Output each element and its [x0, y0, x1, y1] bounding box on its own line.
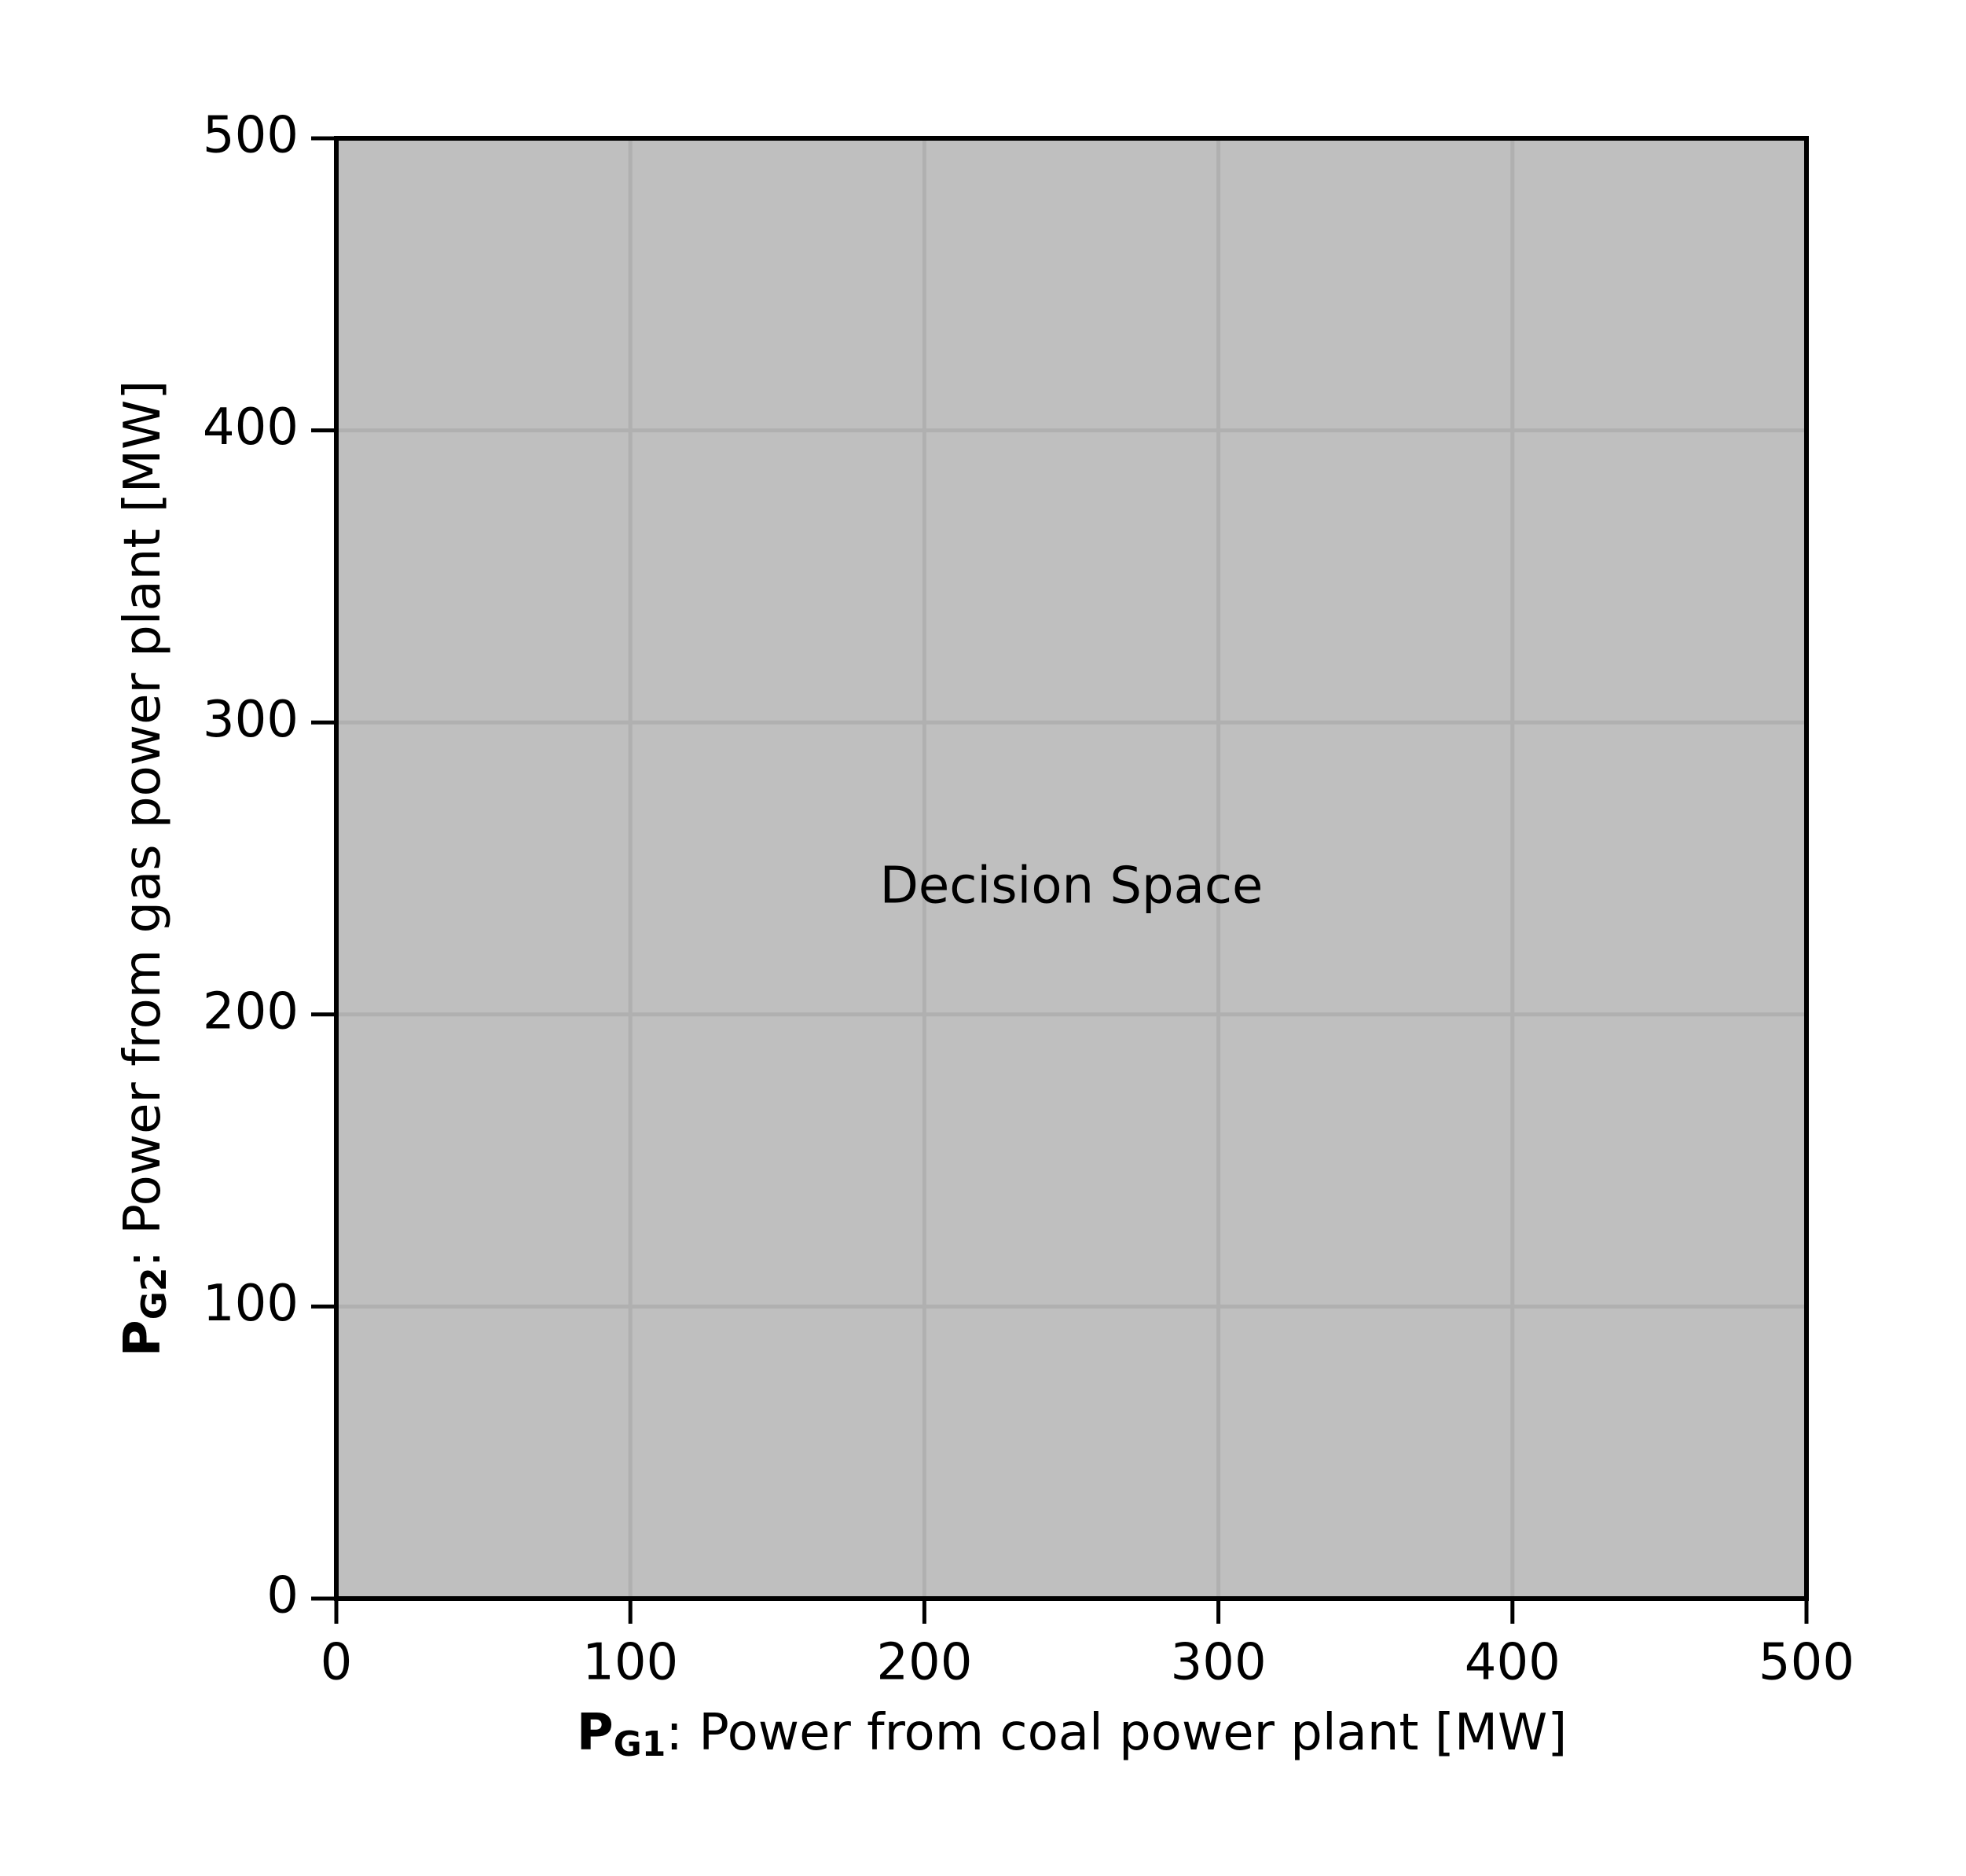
y-label-symbol: P	[114, 1320, 172, 1357]
x-axis-label: PG1: Power from coal power plant [MW]	[577, 1704, 1568, 1764]
y-label-subscript: G2	[134, 1268, 174, 1320]
y-tick-label: 300	[203, 691, 299, 749]
annotation: Decision Space	[880, 857, 1264, 916]
y-tick-label: 500	[203, 107, 299, 165]
y-tick-label: 200	[203, 982, 299, 1041]
x-label-symbol: P	[577, 1704, 614, 1762]
plot-frame	[334, 136, 1809, 1601]
region	[336, 138, 1806, 1599]
x-tick-label: 0	[321, 1634, 353, 1692]
x-label-text: : Power from coal power plant [MW]	[666, 1704, 1567, 1762]
x-tick-label: 100	[582, 1634, 678, 1692]
plot: 0 100 200 300 400 500 0 100 200 300 400 500 Decision…	[203, 107, 1854, 1692]
x-label-subscript: G1	[614, 1724, 666, 1764]
y-axis-label: PG2: Power from gas power plant [MW]	[114, 380, 174, 1357]
x-tick-label: 300	[1171, 1634, 1267, 1692]
y-tick-label: 100	[203, 1275, 299, 1333]
y-tick-label: 0	[266, 1567, 299, 1625]
x-tick-label: 500	[1759, 1634, 1854, 1692]
y-label-text: : Power from gas power plant [MW]	[114, 380, 172, 1268]
x-tick-label: 200	[876, 1634, 972, 1692]
y-tick-label: 400	[203, 398, 299, 457]
x-tick-label: 400	[1465, 1634, 1561, 1692]
